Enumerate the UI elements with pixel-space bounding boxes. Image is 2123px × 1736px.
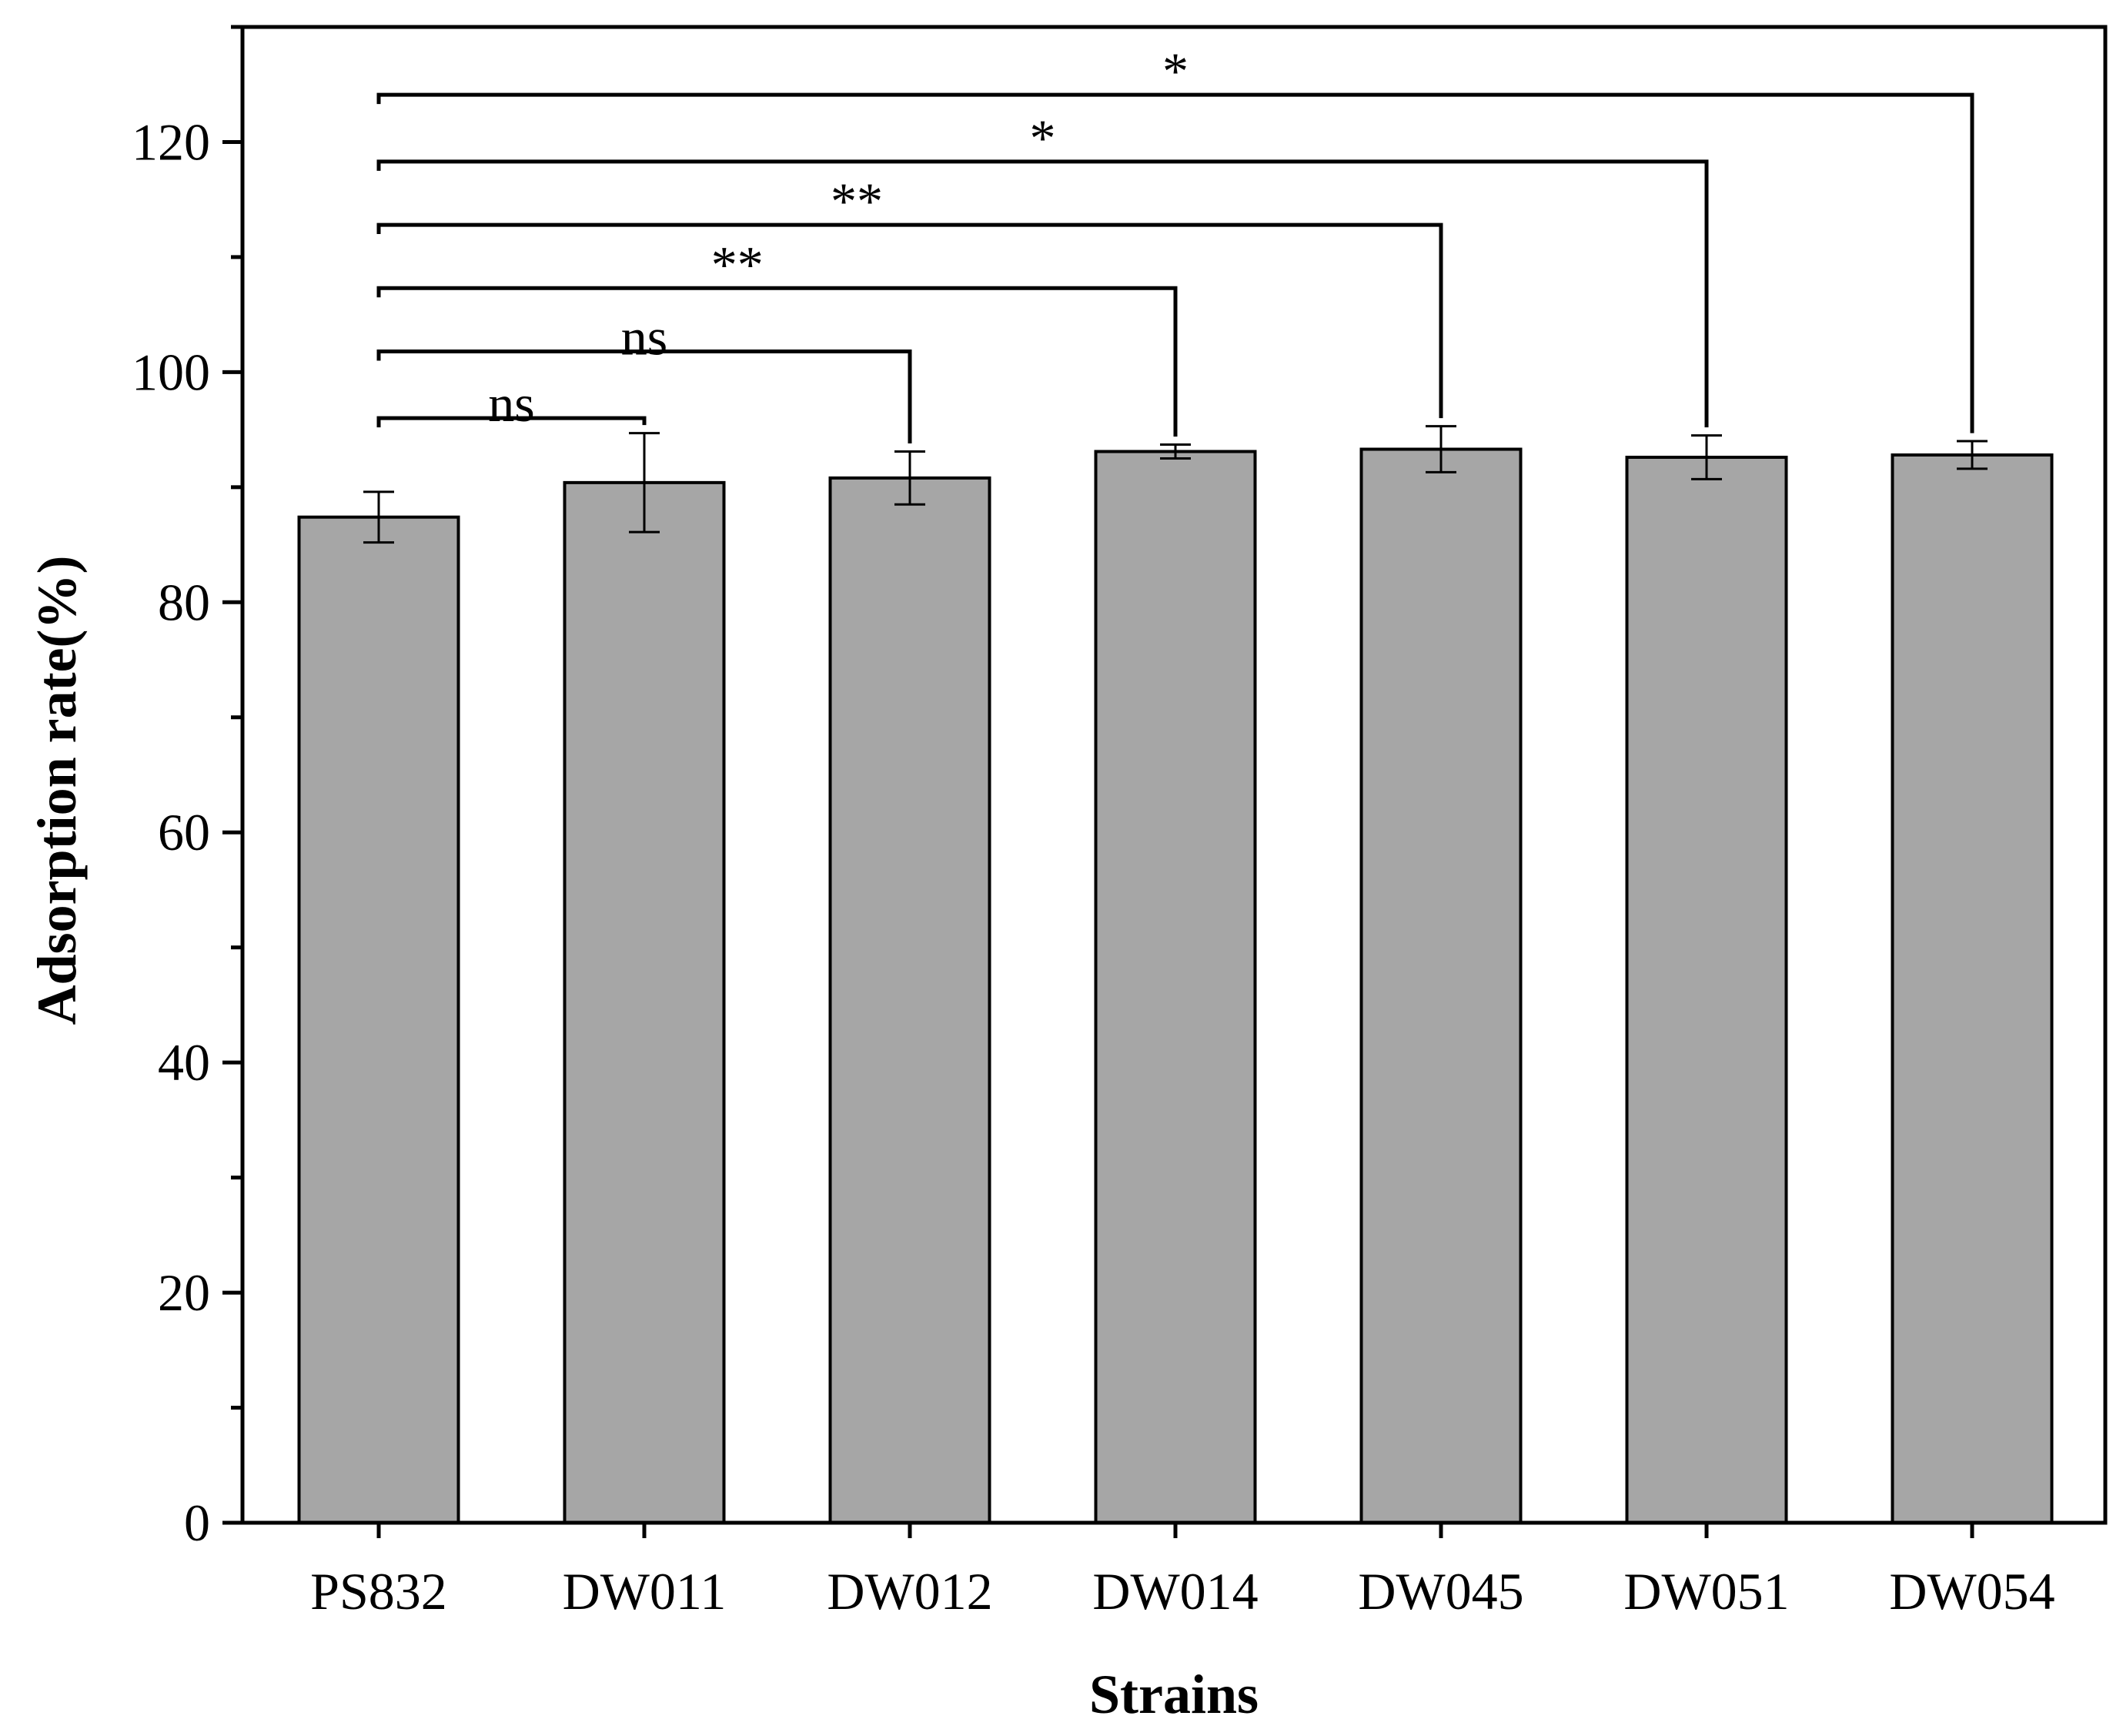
bar-dw051 bbox=[1625, 455, 1788, 1524]
x-tick-label-ps832: PS832 bbox=[310, 1562, 447, 1621]
x-tick-label-dw012: DW012 bbox=[827, 1562, 992, 1621]
y-tick-label: 120 bbox=[132, 112, 210, 171]
y-tick-label: 20 bbox=[158, 1263, 210, 1322]
significance-bracket-dw011: ns bbox=[376, 374, 647, 433]
error-bar-dw054 bbox=[1957, 440, 1988, 470]
bar-dw011 bbox=[563, 480, 726, 1524]
x-tick-label-dw045: DW045 bbox=[1358, 1562, 1523, 1621]
bar-ps832 bbox=[297, 515, 460, 1524]
x-tick-label-dw014: DW014 bbox=[1092, 1562, 1258, 1621]
error-bar-ps832 bbox=[363, 490, 394, 544]
plot-frame bbox=[240, 25, 2108, 1525]
x-tick-label-dw051: DW051 bbox=[1623, 1562, 1789, 1621]
significance-bracket-dw054: * bbox=[376, 42, 1974, 433]
significance-label: ns bbox=[621, 307, 667, 366]
error-bar-dw045 bbox=[1426, 425, 1456, 473]
y-tick-label: 0 bbox=[184, 1493, 210, 1552]
bar-dw054 bbox=[1891, 453, 2054, 1524]
y-tick-label: 40 bbox=[158, 1033, 210, 1092]
y-tick-label: 80 bbox=[158, 573, 210, 631]
bar-dw014 bbox=[1094, 450, 1257, 1524]
y-tick-label: 60 bbox=[158, 803, 210, 861]
bar-dw012 bbox=[828, 476, 991, 1524]
x-tick-label-dw011: DW011 bbox=[563, 1562, 727, 1621]
significance-bracket-dw045: ** bbox=[376, 172, 1443, 419]
significance-label: ** bbox=[711, 235, 764, 293]
y-axis-title: Adsorption rate(%) bbox=[26, 556, 88, 1025]
significance-label: * bbox=[1030, 109, 1056, 167]
significance-bracket-dw012: ns bbox=[376, 307, 912, 444]
y-axis-ticks: 0 20 40 60 80 100 120 bbox=[132, 25, 242, 1552]
significance-bracket-dw014: ** bbox=[376, 235, 1178, 437]
error-bar-dw011 bbox=[629, 432, 660, 534]
error-bar-dw014 bbox=[1160, 443, 1191, 460]
x-axis-ticks: PS832 DW011 DW012 DW014 DW045 DW051 DW054 bbox=[310, 1523, 2055, 1621]
significance-label: ns bbox=[488, 374, 534, 433]
error-bar-dw051 bbox=[1691, 434, 1722, 480]
x-tick-label-dw054: DW054 bbox=[1889, 1562, 2054, 1621]
bars-layer bbox=[297, 447, 2054, 1525]
x-axis-title: Strains bbox=[1089, 1664, 1259, 1725]
significance-label: ** bbox=[831, 172, 883, 230]
bar-dw045 bbox=[1359, 447, 1523, 1525]
error-bar-dw012 bbox=[894, 450, 925, 506]
y-tick-label: 100 bbox=[132, 343, 210, 401]
significance-bracket-dw051: * bbox=[376, 109, 1709, 428]
significance-label: * bbox=[1162, 42, 1189, 100]
error-bars-layer bbox=[363, 425, 1988, 544]
